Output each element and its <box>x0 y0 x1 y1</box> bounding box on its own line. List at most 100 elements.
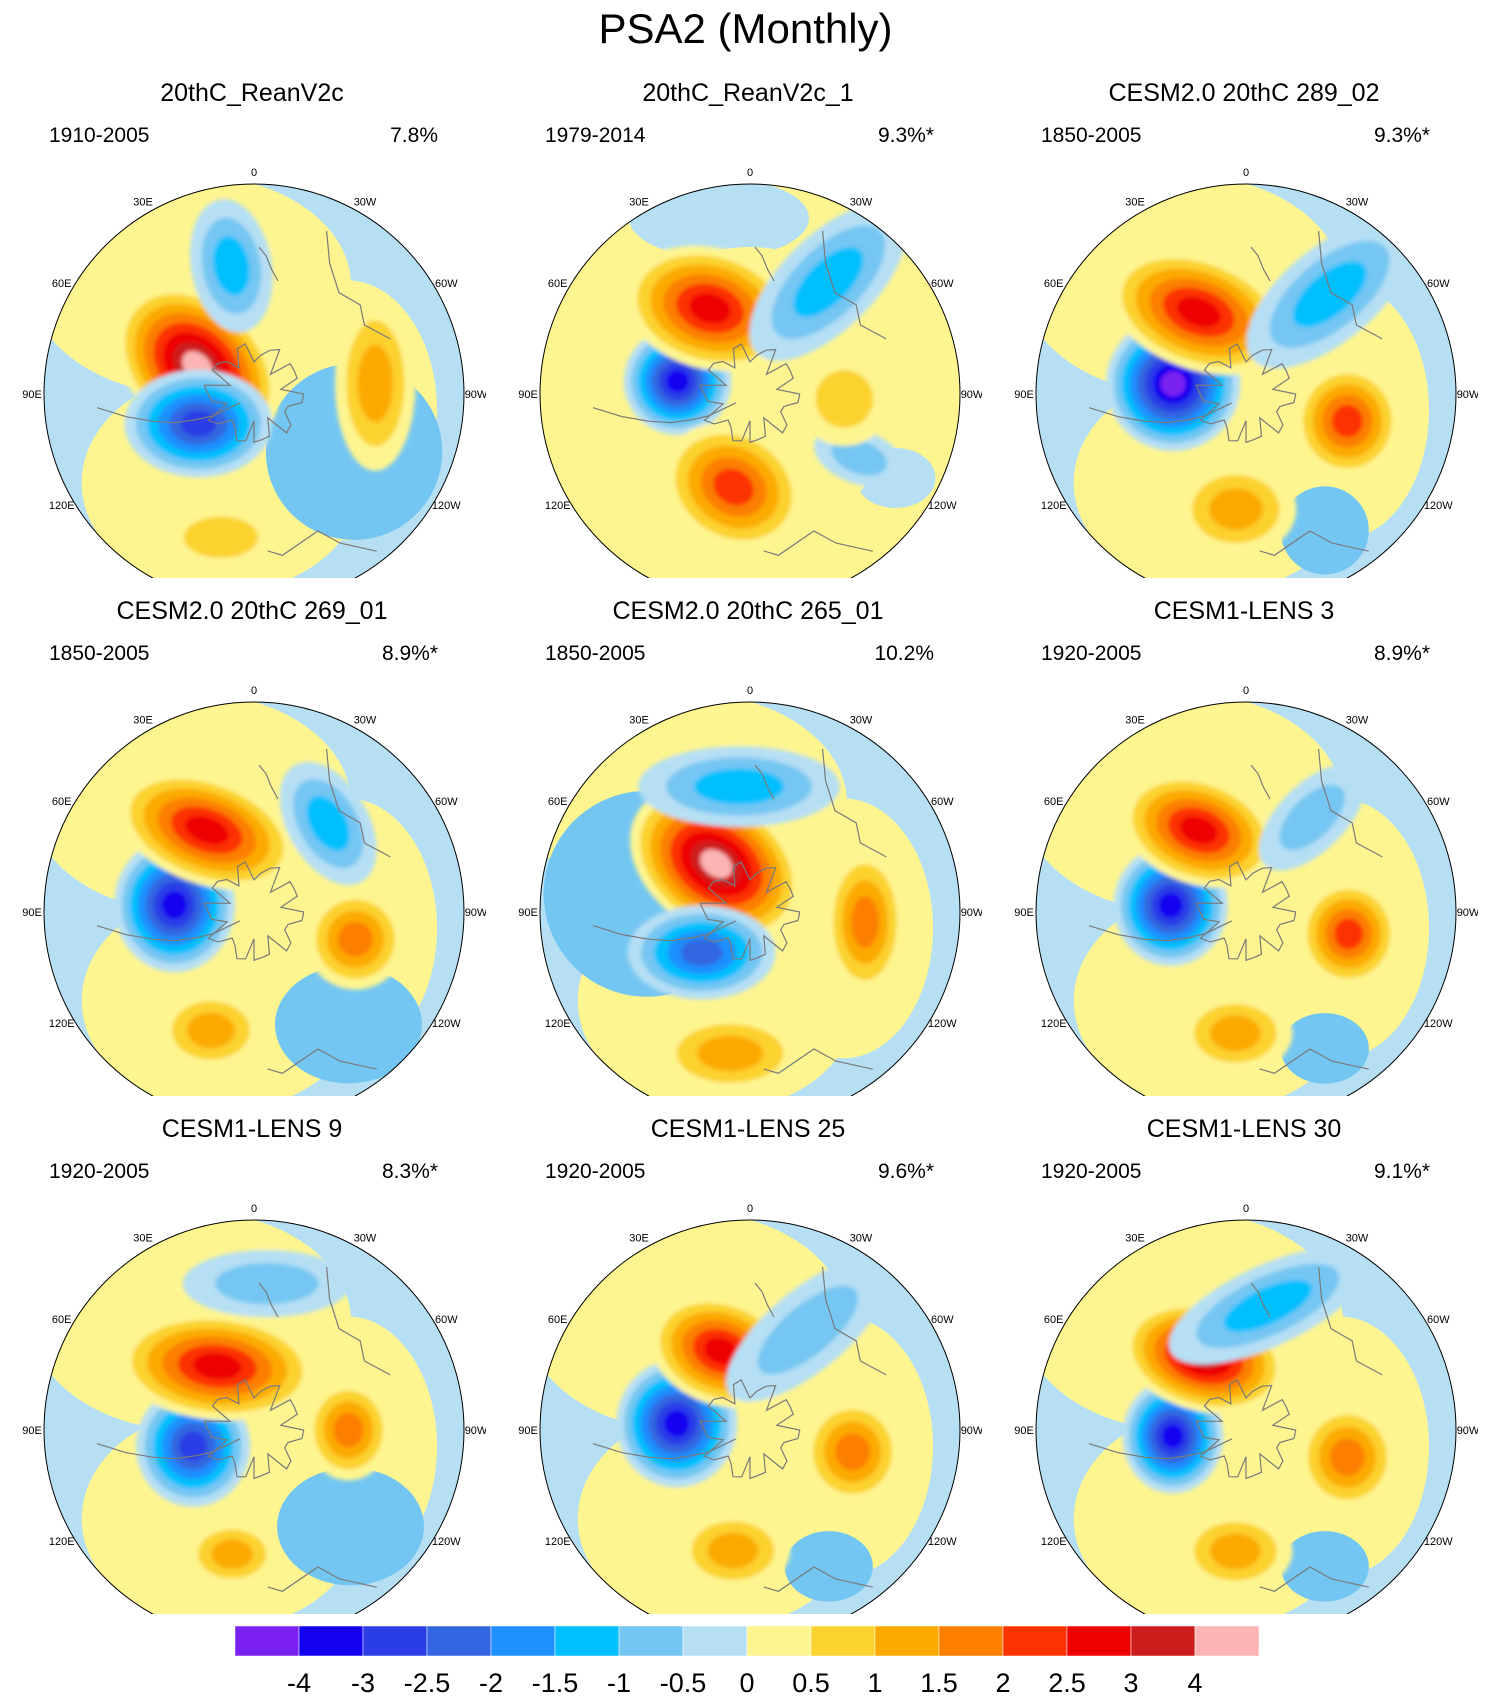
anomaly-contour <box>337 921 373 957</box>
longitude-label: 120E <box>49 1536 75 1548</box>
anomaly-contour <box>1334 918 1364 950</box>
panel-title: CESM1-LENS 9 <box>161 1115 343 1143</box>
longitude-label: 120E <box>1041 1536 1067 1548</box>
africa-coast <box>1259 1566 1369 1592</box>
longitude-label: 90E <box>518 1425 538 1437</box>
polar-map: 030E60E90E120E150E180150W120W90W60W30W <box>1014 167 1478 578</box>
colorbar-label: -0.5 <box>660 1668 707 1698</box>
longitude-label: 30E <box>629 715 649 727</box>
anomaly-contour <box>835 1433 871 1471</box>
longitude-label: 90E <box>1014 1425 1034 1437</box>
map-panel: 20thC_ReanV2c030E60E90E120E150E180150W12… <box>22 78 486 578</box>
anomaly-contour <box>815 370 874 428</box>
longitude-label: 90E <box>22 389 42 401</box>
longitude-label: 90W <box>1457 1425 1478 1437</box>
longitude-label: 30W <box>354 197 377 209</box>
longitude-label: 60E <box>1044 796 1064 808</box>
map-border <box>43 1219 465 1614</box>
africa-coast <box>763 1566 873 1592</box>
longitude-label: 120W <box>928 1018 957 1030</box>
antarctica-coast <box>203 861 305 962</box>
longitude-label: 60W <box>931 796 954 808</box>
colorbar-swatch <box>746 1625 812 1657</box>
new-zealand-coast <box>1250 1282 1271 1318</box>
anomaly-contours <box>623 203 907 552</box>
anomaly-contour <box>703 1337 739 1365</box>
map-panel: CESM1-LENS 30030E60E90E120E150E180150W12… <box>1014 1114 1478 1614</box>
background-anomaly <box>1280 1013 1369 1084</box>
new-zealand-coast <box>258 764 279 800</box>
polar-map: 030E60E90E120E150E180150W120W90W60W30W <box>1014 1203 1478 1614</box>
background-region <box>629 184 810 259</box>
antarctica-coast <box>1195 1379 1297 1480</box>
anomaly-contour <box>1329 1438 1365 1476</box>
anomaly-contour <box>831 438 887 476</box>
coastlines <box>1088 748 1383 1074</box>
colorbar-swatch <box>426 1625 492 1657</box>
longitude-label: 30E <box>629 1233 649 1245</box>
australia-coast <box>822 1266 887 1376</box>
anomaly-contour <box>1158 892 1183 919</box>
map-border <box>43 701 465 1096</box>
longitude-label: 30W <box>354 1233 377 1245</box>
longitude-label: 120W <box>432 500 461 512</box>
colorbar-label: 1.5 <box>920 1668 958 1698</box>
longitude-label: 120E <box>1041 1018 1067 1030</box>
south-america-coast <box>96 920 241 942</box>
map-panel: CESM2.0 20thC 269_01030E60E90E120E150E18… <box>22 596 486 1096</box>
panel-variance: 8.9%* <box>1373 642 1430 665</box>
longitude-label: 30W <box>850 1233 873 1245</box>
map-panel: CESM2.0 20thC 265_01030E60E90E120E150E18… <box>518 596 982 1096</box>
longitude-label: 120E <box>545 1536 571 1548</box>
new-zealand-coast <box>1250 764 1271 800</box>
panel-period: 1920-2005 <box>1041 642 1142 665</box>
background-anomaly <box>784 1531 873 1602</box>
anomaly-contour <box>694 768 784 805</box>
panel-period: 1920-2005 <box>1041 1160 1142 1183</box>
panel-title: CESM1-LENS 3 <box>1153 597 1335 625</box>
anomaly-contour <box>180 410 217 437</box>
colorbar-label: 0 <box>739 1668 754 1698</box>
longitude-label: 60W <box>931 278 954 290</box>
longitude-label: 0 <box>747 685 753 697</box>
anomaly-contours <box>115 199 416 571</box>
panel-variance: 8.3%* <box>381 1160 438 1183</box>
colorbar-swatch <box>298 1625 364 1657</box>
colorbar-swatch <box>490 1625 556 1657</box>
anomaly-contour <box>1160 371 1186 397</box>
longitude-label: 0 <box>251 167 257 179</box>
anomaly-contour <box>793 247 864 318</box>
longitude-label: 60W <box>1427 796 1450 808</box>
longitude-label: 90E <box>22 907 42 919</box>
anomaly-contour <box>757 1285 858 1375</box>
background-anomaly <box>274 965 422 1084</box>
colorbar-label: -4 <box>287 1668 311 1698</box>
colorbar-label: 4 <box>1187 1668 1202 1698</box>
map-border <box>1035 1219 1457 1614</box>
colorbar-label: 1 <box>867 1668 882 1698</box>
longitude-label: 60E <box>1044 1314 1064 1326</box>
panel-period: 1910-2005 <box>49 124 150 147</box>
map-panel: CESM1-LENS 9030E60E90E120E150E180150W120… <box>22 1114 486 1614</box>
panel-title: 20thC_ReanV2c_1 <box>642 79 854 107</box>
map-border <box>539 701 961 1096</box>
colorbar-swatch <box>938 1625 1004 1657</box>
panel-title: CESM1-LENS 30 <box>1146 1115 1342 1143</box>
longitude-label: 120W <box>432 1018 461 1030</box>
antarctica-coast <box>699 343 801 444</box>
background-anomaly <box>1280 486 1369 575</box>
longitude-label: 30W <box>1346 715 1369 727</box>
longitude-label: 60W <box>1427 278 1450 290</box>
longitude-label: 60E <box>52 1314 72 1326</box>
longitude-label: 30E <box>133 197 153 209</box>
anomaly-contour <box>664 1410 690 1437</box>
colorbar-swatch <box>362 1625 428 1657</box>
panel-period: 1979-2014 <box>545 124 646 147</box>
anomaly-field <box>44 1220 464 1614</box>
coastlines <box>1088 230 1383 556</box>
panel-title: CESM1-LENS 25 <box>650 1115 846 1143</box>
longitude-label: 0 <box>747 1203 753 1215</box>
longitude-label: 90W <box>1457 389 1478 401</box>
anomaly-contour <box>713 468 754 506</box>
new-zealand-coast <box>754 246 775 282</box>
